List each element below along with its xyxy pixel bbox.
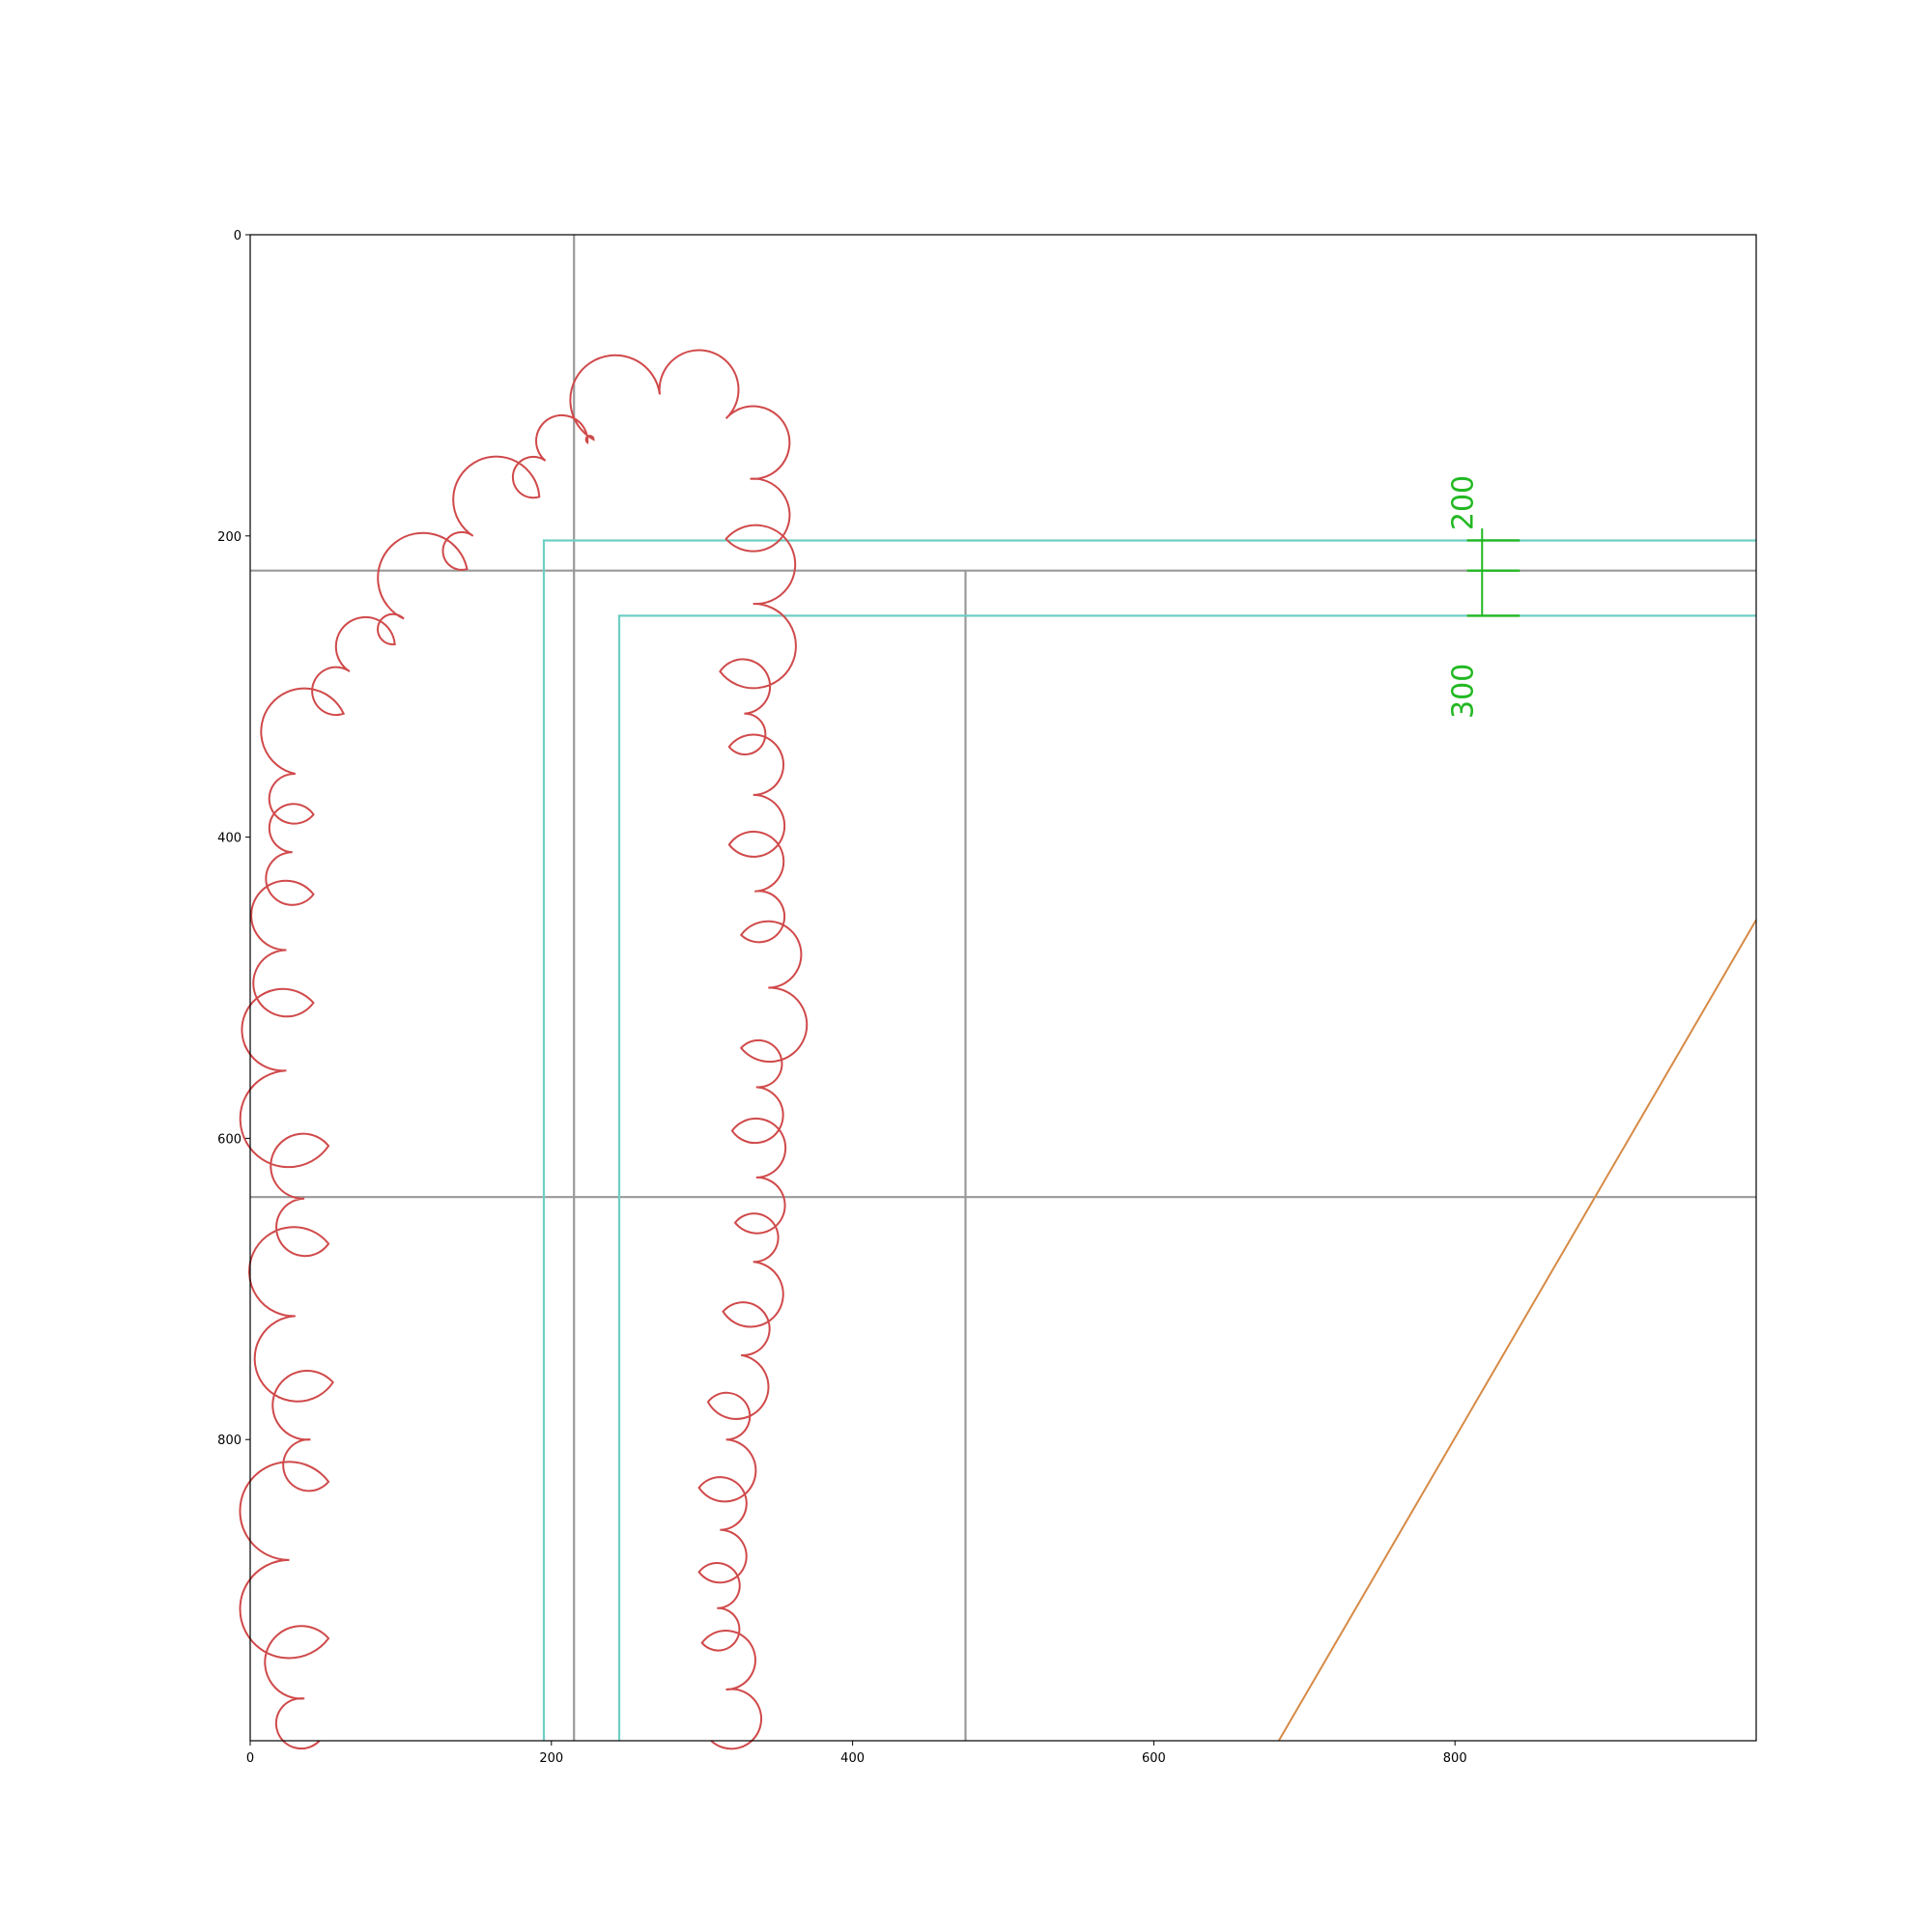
x-tick-label: 0 — [246, 1751, 254, 1766]
section-line-2 — [617, 614, 1756, 1741]
diagonal-line — [1277, 919, 1757, 1742]
y-tick-label: 400 — [217, 832, 242, 846]
x-tick-label: 400 — [840, 1751, 865, 1766]
y-tick-label: 200 — [217, 530, 242, 545]
y-axis-ticks: 0 200 400 600 800 — [217, 229, 250, 1448]
cloud-outline-left — [239, 354, 661, 1750]
x-tick-label: 600 — [1142, 1751, 1166, 1766]
y-tick-label: 600 — [217, 1132, 242, 1147]
cloud-outline-right — [658, 349, 809, 1750]
diagonal-line-layer — [1277, 919, 1757, 1742]
plot-frame — [249, 234, 1757, 1742]
section-line-1 — [542, 539, 1756, 1741]
x-tick-label: 200 — [539, 1751, 563, 1766]
grid-lines-layer — [250, 235, 1756, 1741]
x-axis-ticks: 0 200 400 600 800 — [246, 1741, 1467, 1766]
cloud-outline-layer — [239, 349, 809, 1750]
x-tick-label: 800 — [1443, 1751, 1467, 1766]
dimension-label-upper: 200 — [1447, 475, 1481, 530]
section-lines-layer — [542, 539, 1756, 1741]
dimension-label-lower: 300 — [1447, 664, 1481, 719]
y-tick-label: 800 — [217, 1434, 242, 1448]
y-tick-label: 0 — [234, 229, 242, 243]
dimension-marker: 200 300 — [1447, 475, 1520, 719]
